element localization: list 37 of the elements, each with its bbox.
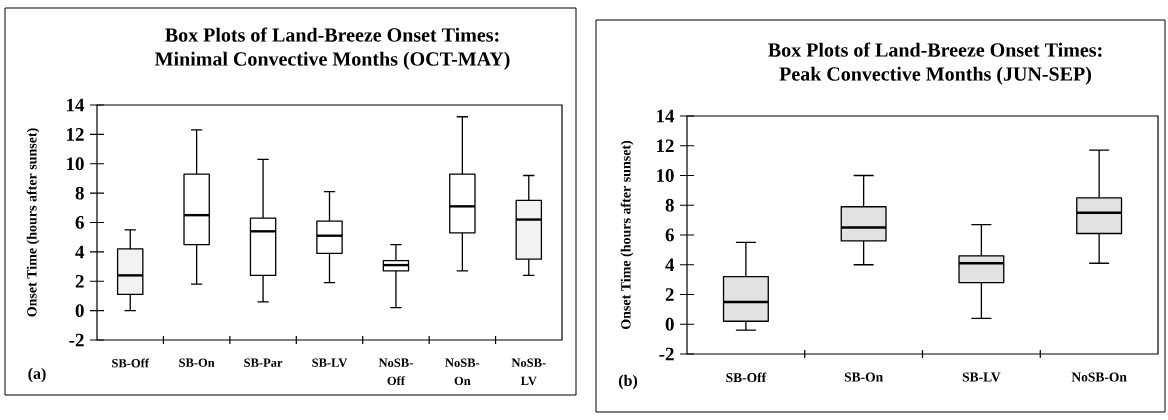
y-tick-label: 4: [665, 258, 675, 271]
y-tick-label: 2: [665, 288, 674, 301]
y-tick-label: 14: [67, 98, 85, 112]
text: (a): [28, 367, 46, 383]
x-tick-label: NoSB-LV: [511, 358, 546, 386]
chart-title: Box Plots of Land-Breeze Onset Times:: [768, 42, 1102, 57]
x-tick-label: SB-Par: [244, 358, 283, 367]
x-tick-label: SB-LV: [962, 372, 1001, 382]
y-tick-label: 6: [665, 228, 674, 242]
y-tick-label: 4: [75, 245, 85, 259]
chart-title: Box Plots of Land-Breeze Onset Times:: [165, 27, 499, 42]
y-tick-label: 6: [75, 216, 84, 229]
chart-subtitle: Peak Convective Months (JUN-SEP): [779, 66, 1091, 85]
y-axis-title: Onset Time (hours after sunset): [620, 140, 634, 330]
y-tick-label: 2: [75, 274, 84, 288]
x-tick-label: NoSB-On: [445, 358, 480, 386]
x-tick-label: SB-Off: [726, 372, 767, 383]
x-tick-label: NoSB-On: [1071, 372, 1127, 382]
y-tick-label: 14: [657, 109, 675, 123]
text: (b): [618, 374, 638, 390]
x-tick-label: SB-Off: [112, 358, 150, 368]
x-tick-label: SB-LV: [312, 358, 348, 367]
x-tick-label: NoSB-Off: [378, 358, 413, 386]
y-tick-label: 12: [657, 139, 674, 153]
y-tick-label: 12: [67, 128, 84, 141]
y-tick-label: 8: [75, 186, 84, 200]
y-tick-label: -2: [69, 333, 84, 347]
y-tick-label: 8: [665, 198, 674, 212]
y-axis-title: Onset Time (hours after sunset): [26, 128, 40, 317]
chart-subtitle: Minimal Convective Months (OCT-MAY): [154, 51, 510, 70]
y-tick-label: 0: [665, 317, 674, 331]
x-tick-label: SB-On: [844, 372, 883, 382]
y-tick-label: 0: [75, 304, 84, 318]
y-tick-label: 10: [657, 169, 674, 182]
y-tick-label: 10: [67, 157, 84, 171]
y-tick-label: -2: [659, 347, 674, 361]
x-tick-label: SB-On: [179, 358, 215, 367]
